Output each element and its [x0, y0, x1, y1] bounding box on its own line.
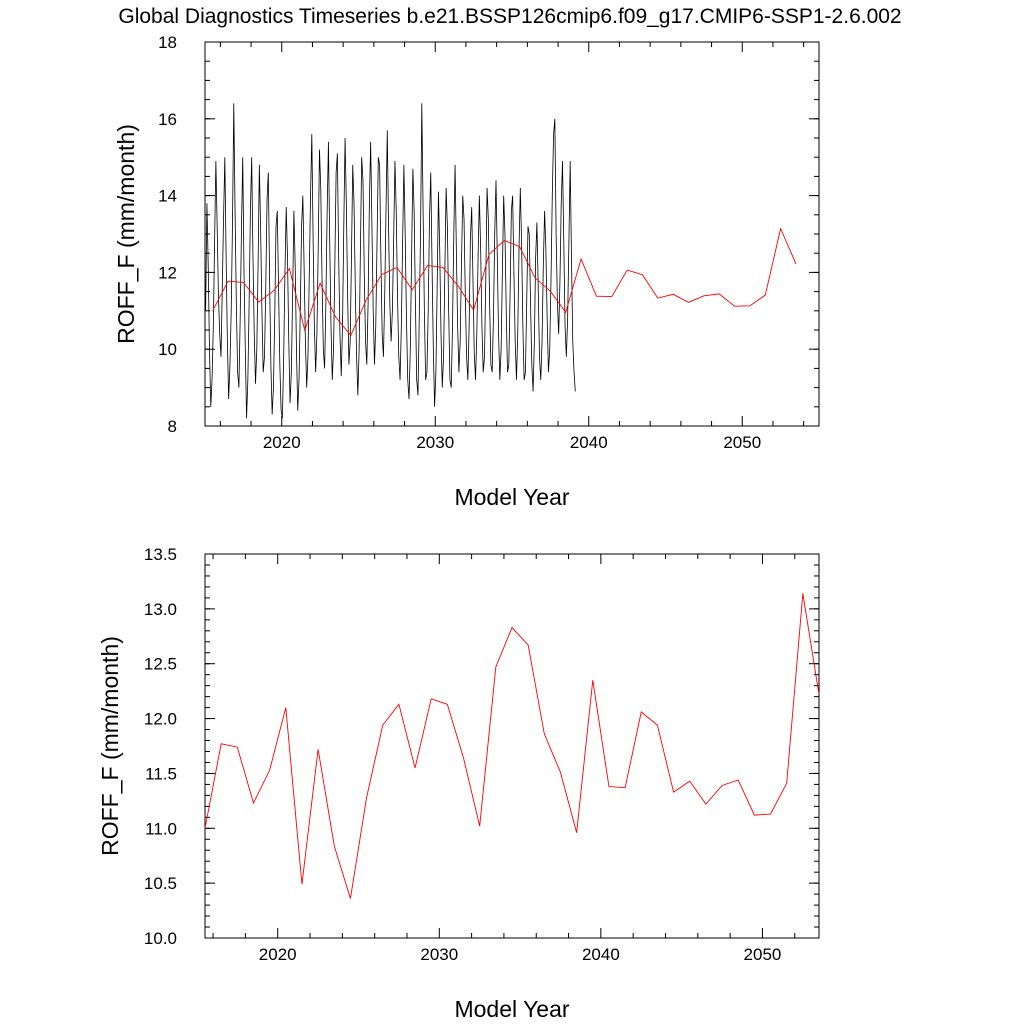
bottom-panel: 2020 2030 2040 2050 10.0 10.5 11.0 11.5 12.0 12.5… — [97, 545, 820, 1022]
top-x-tick-label: 2040 — [570, 433, 608, 452]
bottom-series-annual-line — [204, 593, 820, 899]
bottom-y-tick-label: 13.5 — [144, 545, 177, 564]
bottom-x-tick-label: 2020 — [259, 945, 297, 964]
top-y-axis-label: ROFF_F (mm/month) — [113, 124, 139, 344]
top-y-tick-label: 8 — [168, 417, 177, 436]
bottom-y-tick-label: 11.0 — [145, 819, 177, 838]
bottom-y-tick-label: 11.5 — [145, 764, 177, 783]
bottom-x-axis-label: Model Year — [454, 996, 569, 1022]
bottom-series — [204, 593, 820, 899]
bottom-y-tick-label: 10.5 — [144, 874, 177, 893]
bottom-ticks: 2020 2030 2040 2050 10.0 10.5 11.0 11.5 12.0 12.5… — [144, 545, 819, 964]
top-x-tick-label: 2030 — [416, 433, 454, 452]
bottom-y-axis-label: ROFF_F (mm/month) — [97, 636, 123, 856]
bottom-x-tick-label: 2030 — [420, 945, 458, 964]
top-panel: 2020 2030 2040 2050 8 10 12 14 16 18 Model Year R… — [113, 33, 820, 510]
bottom-y-tick-label: 13.0 — [144, 600, 177, 619]
bottom-y-tick-label: 12.0 — [144, 710, 177, 729]
top-x-tick-label: 2020 — [263, 433, 301, 452]
top-x-axis-label: Model Year — [454, 484, 569, 510]
bottom-y-tick-label: 12.5 — [144, 655, 177, 674]
top-ticks: 2020 2030 2040 2050 8 10 12 14 16 18 — [158, 33, 819, 452]
top-y-tick-label: 12 — [158, 263, 177, 282]
top-series-monthly-line — [205, 103, 576, 419]
bottom-plot-frame — [204, 553, 820, 939]
top-x-tick-label: 2050 — [723, 433, 761, 452]
top-series — [205, 103, 797, 419]
top-y-tick-label: 18 — [158, 33, 177, 52]
bottom-y-tick-label: 10.0 — [144, 929, 177, 948]
bottom-x-tick-label: 2050 — [744, 945, 782, 964]
top-y-tick-label: 10 — [158, 340, 177, 359]
top-y-tick-label: 16 — [158, 110, 177, 129]
bottom-x-tick-label: 2040 — [582, 945, 620, 964]
figure-title: Global Diagnostics Timeseries b.e21.BSSP… — [118, 5, 901, 28]
top-y-tick-label: 14 — [158, 187, 177, 206]
top-series-annual-line — [212, 227, 797, 337]
